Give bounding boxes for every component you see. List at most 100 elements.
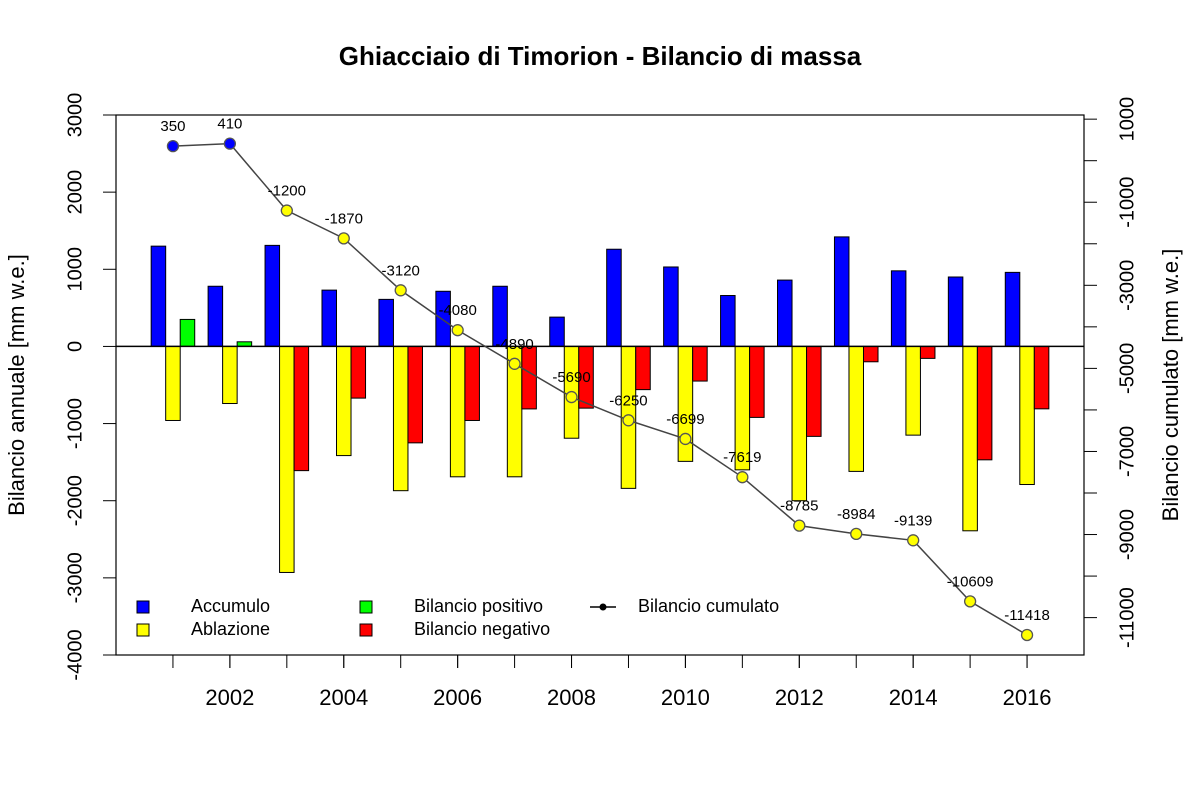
bar bbox=[890, 270, 907, 347]
bar bbox=[1033, 345, 1050, 410]
legend-label: Ablazione bbox=[191, 619, 270, 639]
bar bbox=[378, 298, 394, 347]
legend-swatch bbox=[136, 600, 150, 614]
bar bbox=[165, 345, 181, 421]
bar bbox=[606, 248, 622, 347]
bar bbox=[692, 345, 708, 382]
bar bbox=[321, 289, 338, 347]
legend-label: Bilancio negativo bbox=[414, 619, 550, 639]
bar bbox=[947, 276, 964, 347]
y2-tick-label: -1000 bbox=[1116, 177, 1138, 228]
x-tick-label: 2008 bbox=[547, 685, 596, 710]
y-tick-label: -3000 bbox=[64, 552, 86, 603]
bar bbox=[207, 285, 224, 347]
y-tick-label: -4000 bbox=[64, 629, 86, 680]
value-label: -7619 bbox=[723, 449, 761, 466]
value-label: -8785 bbox=[780, 498, 818, 515]
cumulative-point bbox=[451, 324, 464, 337]
bar bbox=[179, 318, 196, 347]
bar bbox=[336, 345, 352, 457]
bar bbox=[279, 345, 295, 573]
bar bbox=[1019, 345, 1035, 486]
y-tick-label: -1000 bbox=[64, 398, 86, 449]
x-tick-label: 2004 bbox=[319, 685, 368, 710]
bar bbox=[150, 245, 167, 347]
cumulative-point bbox=[1020, 628, 1034, 642]
legend-label: Accumulo bbox=[191, 596, 270, 616]
y-tick-label: 3000 bbox=[64, 93, 86, 138]
y2-tick-label: -11000 bbox=[1116, 587, 1138, 648]
bar bbox=[962, 345, 978, 532]
cumulative-point bbox=[508, 357, 521, 370]
cumulative-point bbox=[394, 284, 407, 297]
y2-tick-label: -7000 bbox=[1116, 426, 1138, 477]
x-tick-label: 2006 bbox=[433, 685, 482, 710]
bar bbox=[905, 345, 921, 436]
cumulative-point bbox=[280, 204, 293, 217]
y2-tick-label: -3000 bbox=[1116, 260, 1138, 311]
legend-label: Bilancio positivo bbox=[414, 596, 543, 616]
value-label: -11418 bbox=[1004, 607, 1050, 624]
plot-frame bbox=[115, 114, 1085, 656]
bar bbox=[777, 279, 793, 347]
x-tick-label: 2002 bbox=[205, 685, 254, 710]
bar bbox=[749, 345, 765, 418]
bar bbox=[663, 266, 679, 347]
cumulative-point bbox=[736, 471, 749, 484]
y2-tick-label: -5000 bbox=[1116, 343, 1138, 394]
bar bbox=[350, 345, 367, 399]
value-label: -1870 bbox=[325, 210, 363, 227]
y-tick-label: 2000 bbox=[64, 170, 86, 215]
legend-swatch bbox=[136, 623, 150, 637]
cumulative-point bbox=[679, 432, 692, 446]
bar bbox=[521, 345, 537, 410]
bar bbox=[848, 345, 864, 472]
cumulative-point bbox=[565, 390, 578, 404]
value-label: -4890 bbox=[495, 336, 533, 353]
cumulative-point bbox=[622, 414, 635, 427]
value-label: 410 bbox=[217, 116, 242, 133]
y-axis-label: Bilancio annuale [mm w.e.] bbox=[4, 254, 29, 516]
bar bbox=[549, 316, 565, 347]
cumulative-point bbox=[907, 534, 920, 547]
bar bbox=[862, 345, 879, 363]
y2-tick-label: 1000 bbox=[1116, 97, 1138, 141]
bar bbox=[449, 345, 466, 478]
y-tick-label: 1000 bbox=[64, 247, 86, 292]
bar bbox=[392, 345, 409, 492]
x-tick-label: 2014 bbox=[889, 685, 938, 710]
bar bbox=[464, 345, 480, 421]
value-label: -10609 bbox=[947, 573, 994, 590]
value-label: -8984 bbox=[837, 506, 875, 523]
y2-tick-label: -9000 bbox=[1116, 509, 1138, 560]
y-tick-label: -2000 bbox=[64, 475, 86, 526]
bar bbox=[1004, 271, 1021, 347]
bar bbox=[833, 236, 850, 347]
cumulative-point bbox=[223, 137, 237, 150]
value-label: -9139 bbox=[894, 512, 932, 529]
bar bbox=[222, 345, 238, 405]
cumulative-point bbox=[793, 519, 806, 532]
legend-label: Bilancio cumulato bbox=[638, 596, 779, 616]
x-tick-label: 2010 bbox=[661, 685, 710, 710]
value-label: -1200 bbox=[268, 183, 306, 200]
value-label: -6250 bbox=[609, 392, 647, 409]
value-label: -6699 bbox=[666, 411, 704, 428]
bar bbox=[919, 345, 936, 359]
bar bbox=[264, 244, 281, 347]
value-label: 350 bbox=[160, 118, 185, 135]
bar bbox=[293, 345, 310, 472]
legend-swatch bbox=[359, 623, 373, 637]
cumulative-point bbox=[337, 232, 350, 245]
cumulative-point bbox=[850, 527, 863, 541]
value-label: -4080 bbox=[438, 302, 476, 319]
x-tick-label: 2012 bbox=[775, 685, 824, 710]
bar bbox=[791, 345, 808, 502]
y-tick-label: 0 bbox=[64, 341, 86, 352]
bar bbox=[407, 345, 423, 444]
bar bbox=[635, 345, 651, 391]
y2-axis-label: Bilancio cumulato [mm w.e.] bbox=[1158, 249, 1183, 522]
cumulative-line bbox=[172, 142, 1028, 636]
bar bbox=[720, 295, 736, 347]
